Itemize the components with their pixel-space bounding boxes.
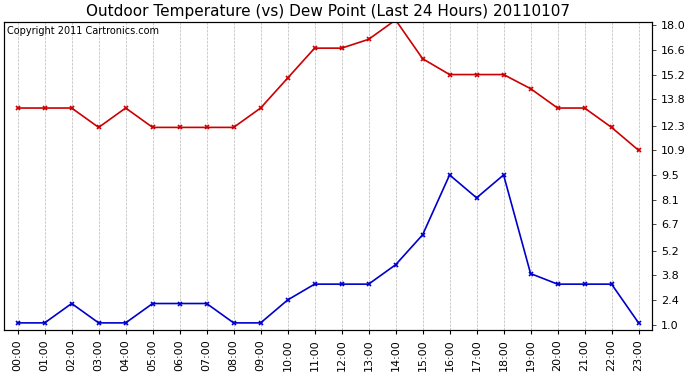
Text: Copyright 2011 Cartronics.com: Copyright 2011 Cartronics.com bbox=[8, 26, 159, 36]
Title: Outdoor Temperature (vs) Dew Point (Last 24 Hours) 20110107: Outdoor Temperature (vs) Dew Point (Last… bbox=[86, 4, 570, 19]
